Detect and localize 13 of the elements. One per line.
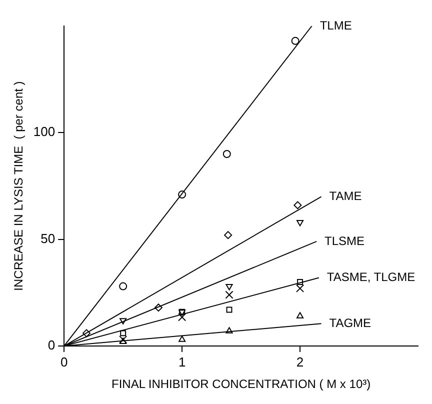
x-axis-title: FINAL INHIBITOR CONCENTRATION ( M x 10³) xyxy=(111,377,371,392)
series-label: TLME xyxy=(320,18,352,32)
series-label: TASME, TLGME xyxy=(326,270,416,284)
x-tick-label: 2 xyxy=(296,354,304,370)
series-label: TAME xyxy=(329,188,362,203)
y-tick-label: 0 xyxy=(48,338,56,353)
x-tick-label: 0 xyxy=(60,354,68,370)
y-axis-title: INCREASE IN LYSIS TIME ( per cent ) xyxy=(12,81,26,291)
x-tick-label: 1 xyxy=(178,354,186,370)
y-tick-label: 100 xyxy=(33,124,56,140)
series-label: TAGME xyxy=(329,316,372,330)
y-tick-label: 50 xyxy=(40,230,56,246)
series-label: TLSME xyxy=(324,234,365,248)
